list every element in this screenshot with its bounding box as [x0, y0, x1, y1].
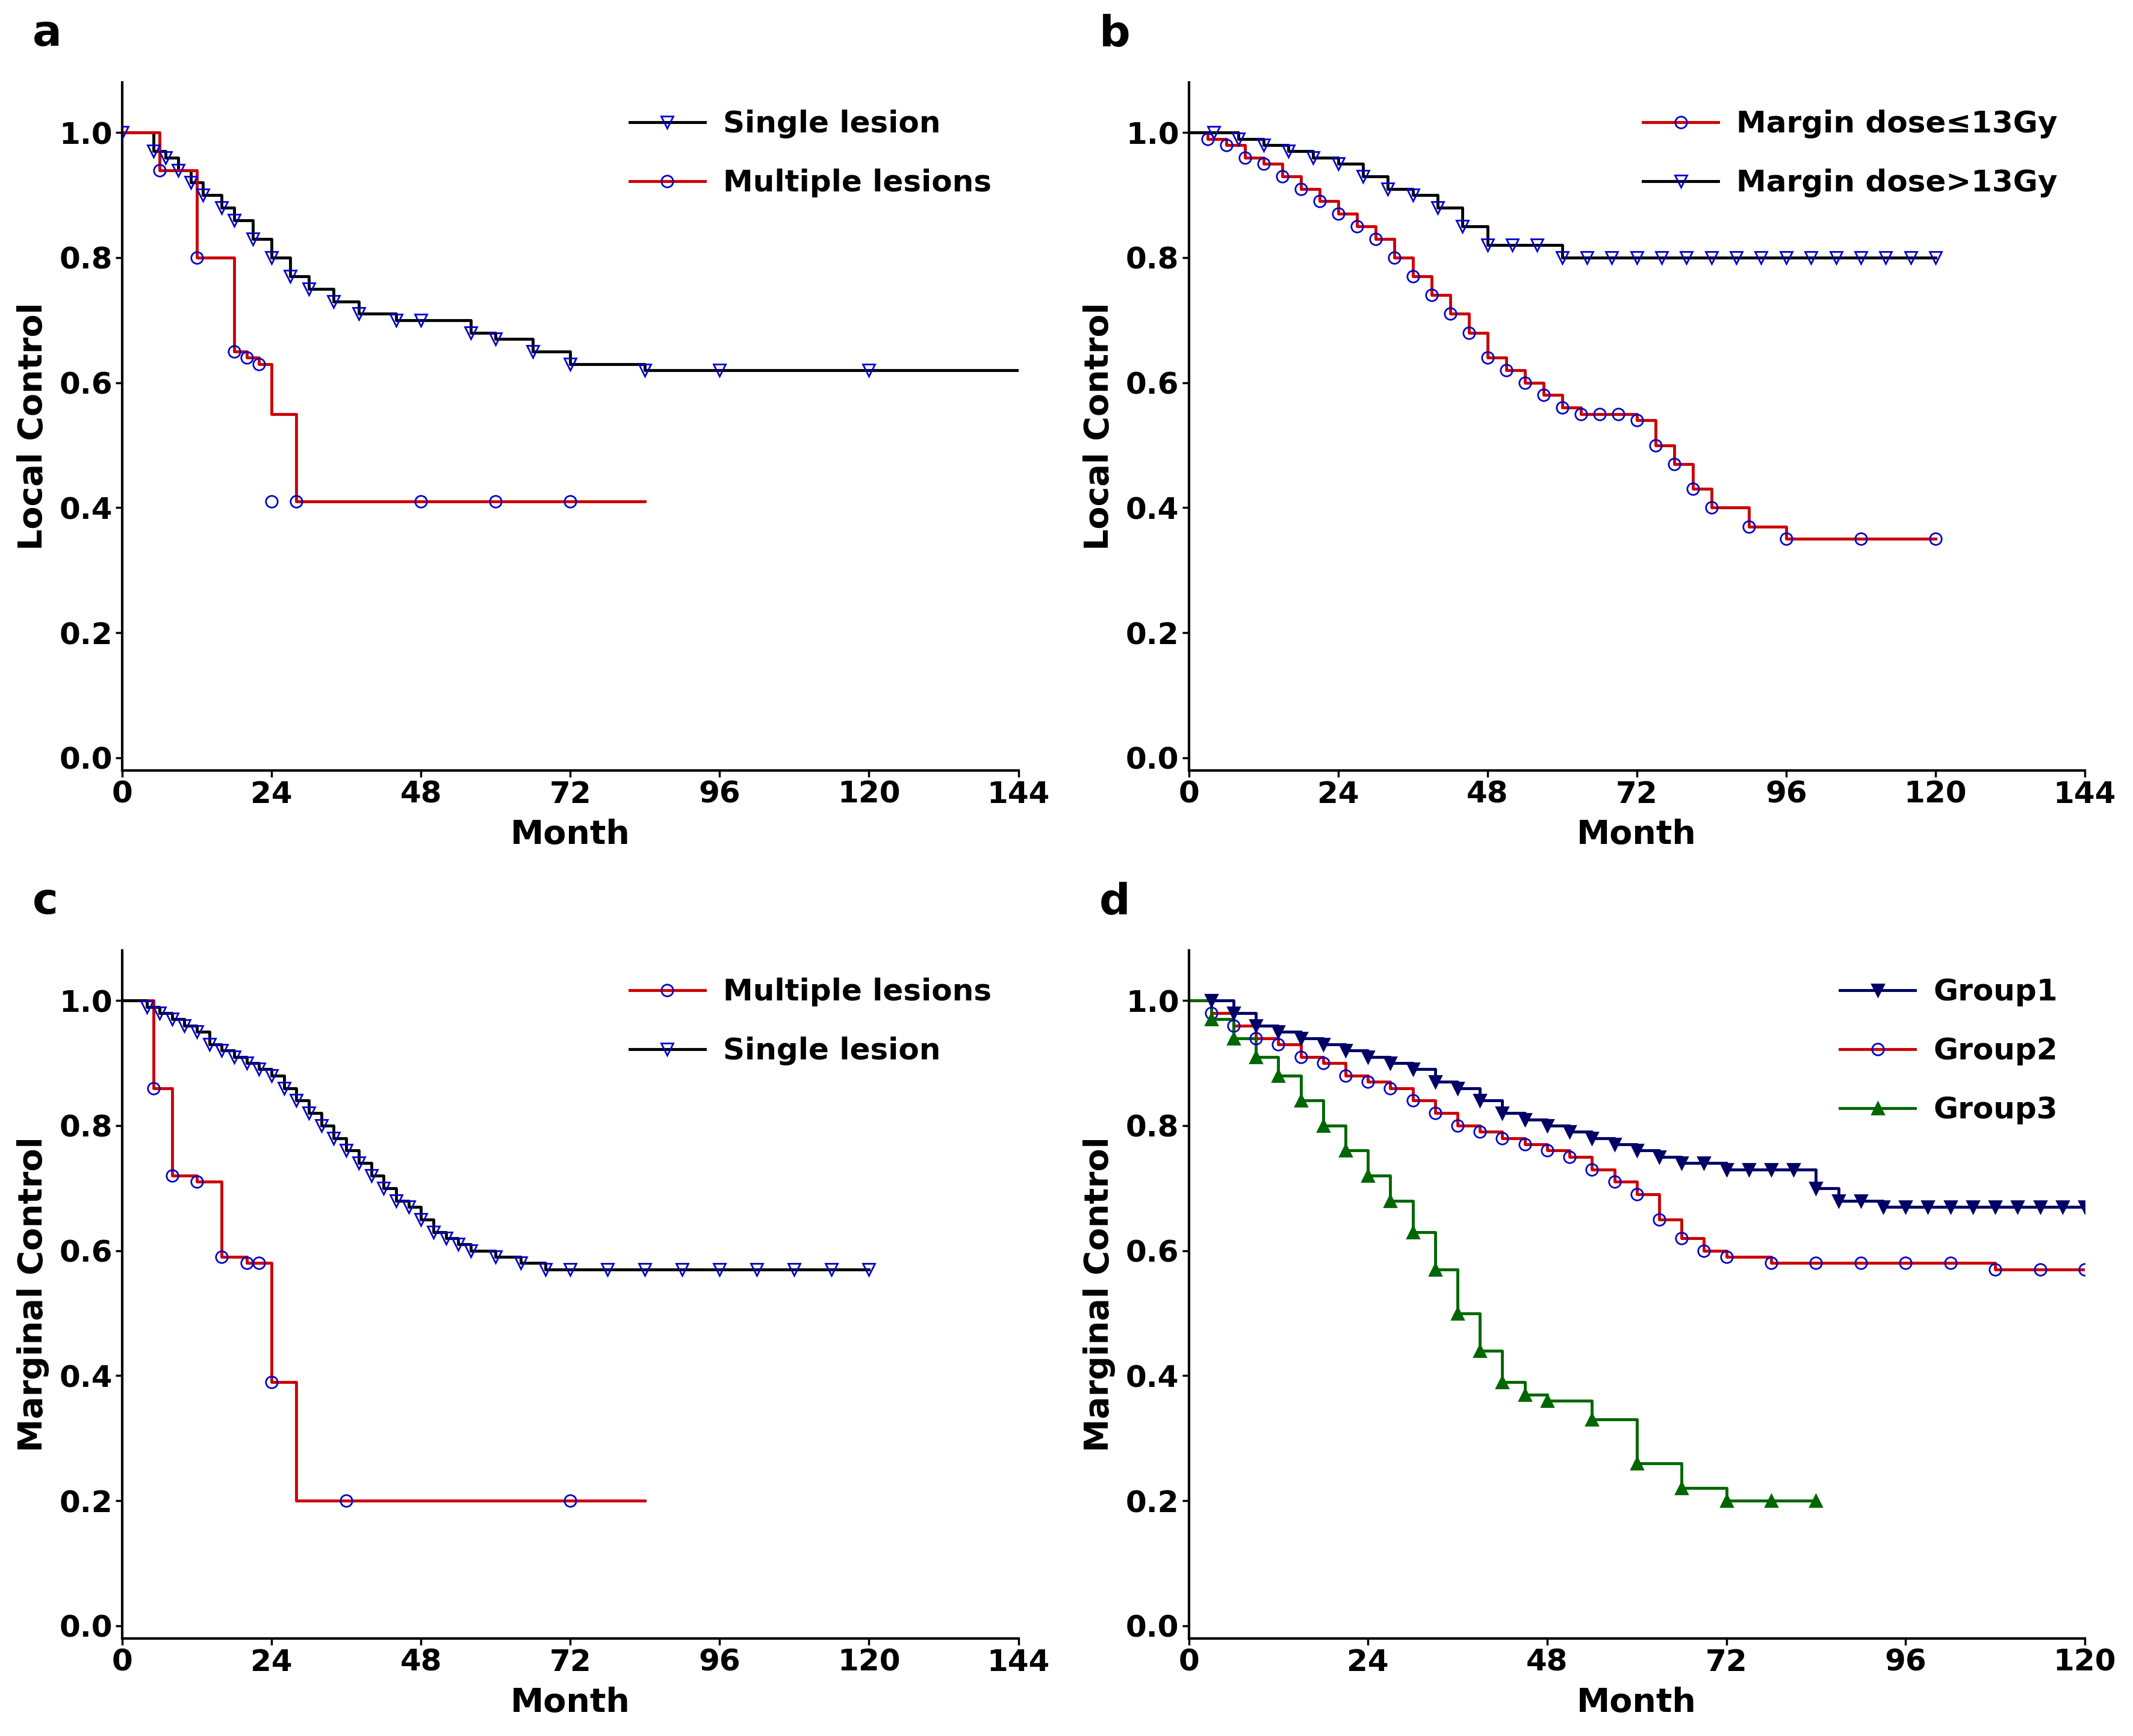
Legend: Group1, Group2, Group3: Group1, Group2, Group3: [1828, 965, 2069, 1137]
X-axis label: Month: Month: [1576, 1687, 1696, 1719]
Text: a: a: [32, 14, 62, 56]
X-axis label: Month: Month: [1576, 819, 1696, 851]
Y-axis label: Local Control: Local Control: [1084, 302, 1116, 550]
Legend: Margin dose≤13Gy, Margin dose>13Gy: Margin dose≤13Gy, Margin dose>13Gy: [1632, 97, 2069, 210]
X-axis label: Month: Month: [510, 819, 629, 851]
Text: b: b: [1098, 14, 1130, 56]
Legend: Single lesion, Multiple lesions: Single lesion, Multiple lesions: [616, 97, 1003, 210]
Legend: Multiple lesions, Single lesion: Multiple lesions, Single lesion: [616, 965, 1003, 1078]
Text: d: d: [1098, 882, 1130, 924]
Y-axis label: Local Control: Local Control: [17, 302, 49, 550]
Y-axis label: Marginal Control: Marginal Control: [17, 1137, 49, 1451]
X-axis label: Month: Month: [510, 1687, 629, 1719]
Text: c: c: [32, 882, 58, 924]
Y-axis label: Marginal Control: Marginal Control: [1084, 1137, 1116, 1451]
